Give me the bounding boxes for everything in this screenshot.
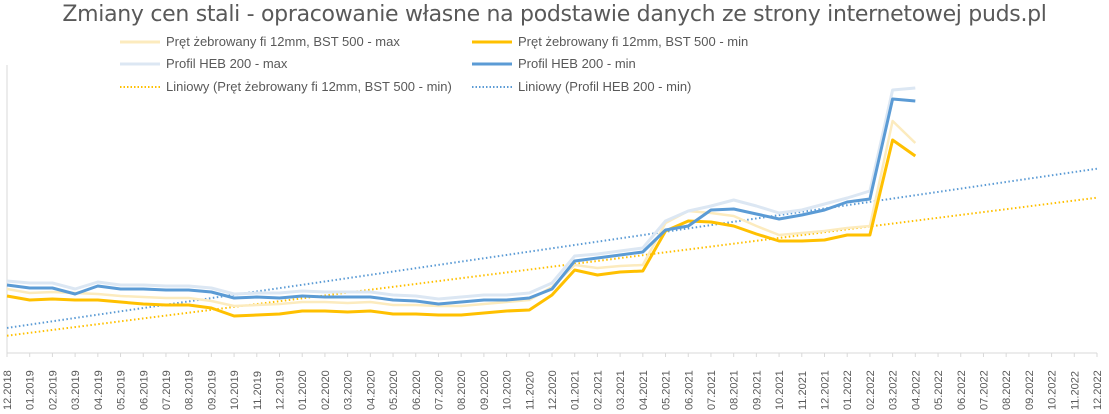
legend-label: Pręt żebrowany fi 12mm, BST 500 - min (518, 34, 749, 49)
legend-label: Profil HEB 200 - max (166, 56, 288, 71)
x-tick-label: 02.2020 (320, 370, 332, 410)
x-tick-label: 12.2021 (820, 370, 832, 410)
series-line-3 (6, 97, 916, 306)
x-tick-label: 07.2019 (161, 370, 173, 410)
x-tick-label: 04.2019 (93, 370, 105, 410)
x-tick-label: 10.2022 (1047, 370, 1059, 410)
trendline-0 (6, 196, 1098, 337)
x-tick-label: 12.2018 (2, 370, 14, 410)
x-tick-label: 06.2019 (138, 370, 150, 410)
x-tick-label: 01.2019 (25, 370, 37, 410)
x-tick-label: 08.2019 (184, 370, 196, 410)
x-tick-label: 09.2020 (479, 370, 491, 410)
x-tick-label: 03.2019 (70, 370, 82, 410)
legend-swatch-heb-max (120, 62, 160, 65)
legend-swatch-rebar-min (472, 40, 512, 43)
legend-item-trend-heb: Liniowy (Profil HEB 200 - min) (472, 79, 691, 94)
legend-label: Profil HEB 200 - min (518, 56, 636, 71)
x-tick-label: 05.2022 (933, 370, 945, 410)
x-tick-label: 04.2020 (365, 370, 377, 410)
x-tick-label: 01.2022 (842, 370, 854, 410)
x-tick-label: 11.2022 (1069, 371, 1081, 410)
x-tick-label: 05.2019 (116, 370, 128, 410)
x-tick-label: 11.2019 (252, 371, 264, 410)
legend-item-heb-min: Profil HEB 200 - min (472, 56, 636, 71)
x-tick-label: 11.2021 (797, 371, 809, 410)
x-tick-label: 09.2019 (206, 370, 218, 410)
x-tick-label: 02.2019 (47, 370, 59, 410)
legend-swatch-trend-rebar (120, 85, 160, 88)
x-tick-label: 12.2019 (275, 370, 287, 410)
x-tick-label: 11.2020 (524, 371, 536, 410)
x-tick-label: 06.2022 (956, 370, 968, 410)
x-tick-label: 10.2019 (229, 370, 241, 410)
legend-item-heb-max: Profil HEB 200 - max (120, 56, 287, 71)
series-line-2 (6, 86, 916, 301)
legend-swatch-rebar-max (120, 40, 160, 43)
x-tick-label: 01.2021 (570, 370, 582, 410)
x-tick-label: 04.2021 (638, 370, 650, 410)
chart-title: Zmiany cen stali - opracowanie własne na… (62, 2, 1047, 27)
x-tick-label: 03.2021 (615, 370, 627, 410)
legend-item-rebar-min: Pręt żebrowany fi 12mm, BST 500 - min (472, 34, 748, 49)
x-tick-label: 08.2022 (1001, 370, 1013, 410)
x-tick-label: 09.2021 (751, 370, 763, 410)
x-tick-label: 05.2021 (661, 370, 673, 410)
x-tick-label: 10.2021 (774, 370, 786, 410)
x-tick-label: 04.2022 (910, 370, 922, 410)
x-tick-label: 07.2020 (433, 370, 445, 410)
x-tick-label: 09.2022 (1024, 370, 1036, 410)
x-tick-label: 06.2020 (411, 370, 423, 410)
x-tick-label: 08.2020 (456, 370, 468, 410)
x-tick-label: 08.2021 (729, 370, 741, 410)
x-tick-label: 03.2020 (343, 370, 355, 410)
x-tick-label: 06.2021 (683, 370, 695, 410)
x-tick-label: 07.2021 (706, 370, 718, 410)
x-tick-label: 07.2022 (978, 370, 990, 410)
x-tick-label: 12.2020 (547, 370, 559, 410)
x-tick-label: 05.2020 (388, 370, 400, 410)
x-tick-label: 10.2020 (502, 370, 514, 410)
legend-label: Pręt żebrowany fi 12mm, BST 500 - max (166, 34, 400, 49)
legend-swatch-heb-min (472, 62, 512, 65)
x-tick-label: 03.2022 (888, 370, 900, 410)
x-tick-label: 02.2021 (592, 370, 604, 410)
x-tick-label: 02.2022 (865, 370, 877, 410)
legend-item-rebar-max: Pręt żebrowany fi 12mm, BST 500 - max (120, 34, 400, 49)
x-tick-label: 01.2020 (297, 370, 309, 410)
legend-swatch-trend-heb (472, 85, 512, 88)
x-tick-label: 12.2022 (1092, 370, 1104, 410)
legend-label: Liniowy (Profil HEB 200 - min) (518, 79, 692, 94)
legend-item-trend-rebar: Liniowy (Pręt żebrowany fi 12mm, BST 500… (120, 79, 452, 94)
legend-label: Liniowy (Pręt żebrowany fi 12mm, BST 500… (166, 79, 452, 94)
